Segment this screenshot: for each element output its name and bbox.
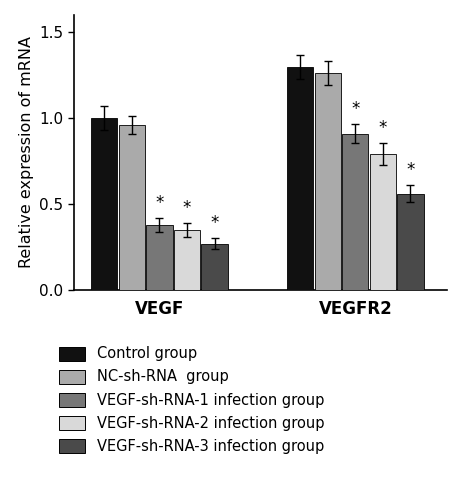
Y-axis label: Relative expression of mRNA: Relative expression of mRNA (18, 36, 34, 268)
Bar (397, 194, 424, 290)
Bar (91, 118, 118, 290)
Bar (201, 244, 228, 290)
Text: *: * (183, 199, 191, 217)
Bar (342, 134, 368, 290)
Text: *: * (155, 194, 164, 212)
Bar (287, 66, 313, 290)
Bar (147, 224, 172, 290)
Bar (370, 154, 396, 290)
Bar (174, 230, 200, 290)
Bar (315, 74, 341, 290)
Legend: Control group, NC-sh-RNA  group, VEGF-sh-RNA-1 infection group, VEGF-sh-RNA-2 in: Control group, NC-sh-RNA group, VEGF-sh-… (52, 339, 332, 461)
Text: *: * (351, 100, 360, 118)
Text: *: * (406, 161, 414, 179)
Bar (119, 125, 145, 290)
Text: *: * (210, 214, 219, 232)
Text: *: * (378, 119, 387, 137)
